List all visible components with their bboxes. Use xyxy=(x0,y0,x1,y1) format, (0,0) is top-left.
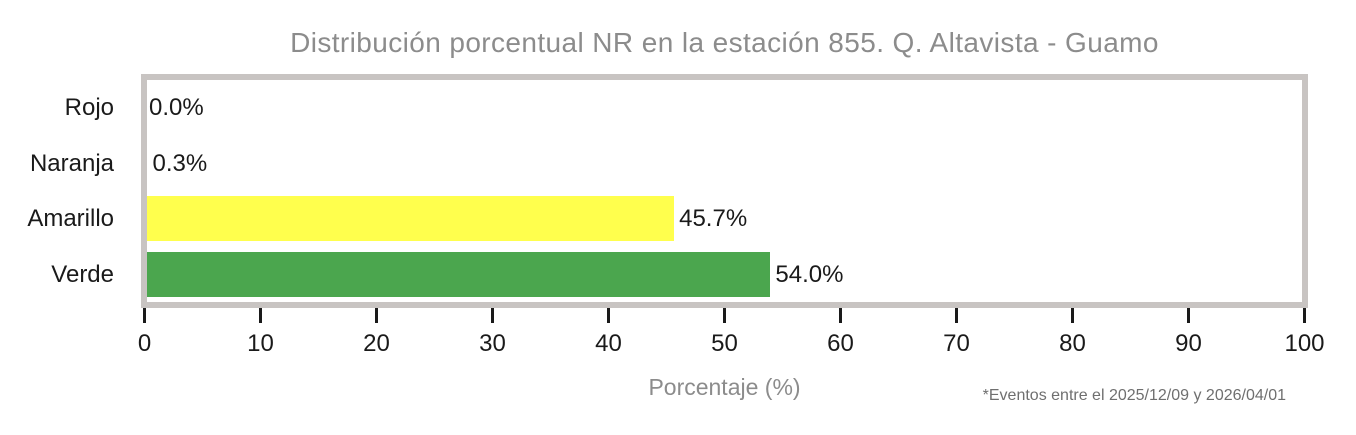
y-axis-label-amarillo: Amarillo xyxy=(27,205,114,232)
bars-layer: 0.0% 0.3% 45.7% 54.0% xyxy=(144,80,1305,302)
x-tick-mark-0 xyxy=(143,308,146,323)
x-tick-mark-30 xyxy=(491,308,494,323)
x-tick-label-0: 0 xyxy=(137,330,152,357)
x-tick-mark-20 xyxy=(375,308,378,323)
x-tick-label-90: 90 xyxy=(1175,330,1202,357)
x-tick-label-50: 50 xyxy=(711,330,738,357)
bar-naranja xyxy=(144,140,148,186)
x-tick-label-80: 80 xyxy=(1059,330,1086,357)
y-axis-label-rojo: Rojo xyxy=(64,94,114,121)
chart-title: Distribución porcentual NR en la estació… xyxy=(290,27,1159,58)
x-tick-label-70: 70 xyxy=(943,330,970,357)
y-axis-label-verde: Verde xyxy=(51,260,114,288)
x-tick-mark-10 xyxy=(259,308,262,323)
x-tick-label-60: 60 xyxy=(827,330,854,357)
bar-value-label-amarillo: 45.7% xyxy=(679,205,748,232)
x-tick-mark-40 xyxy=(607,308,610,323)
x-tick-mark-80 xyxy=(1071,308,1074,323)
y-axis-label-naranja: Naranja xyxy=(29,149,114,177)
x-axis: 0 10 20 30 40 50 60 70 80 90 100 xyxy=(138,308,1356,368)
x-tick-mark-70 xyxy=(955,308,958,323)
bar-value-label-verde: 54.0% xyxy=(775,260,844,288)
bar-verde xyxy=(144,251,771,297)
x-tick-label-30: 30 xyxy=(479,330,506,357)
bar-value-label-naranja: 0.3% xyxy=(152,149,208,177)
x-tick-label-100: 100 xyxy=(1284,330,1325,357)
x-tick-label-20: 20 xyxy=(363,330,390,357)
y-axis-labels: Rojo Naranja Amarillo Verde xyxy=(0,80,128,302)
x-tick-mark-90 xyxy=(1187,308,1190,323)
x-tick-label-40: 40 xyxy=(595,330,622,357)
x-tick-label-10: 10 xyxy=(247,330,274,357)
x-tick-mark-60 xyxy=(839,308,842,323)
bar-amarillo xyxy=(144,196,675,242)
x-axis-title: Porcentaje (%) xyxy=(648,374,801,400)
x-tick-mark-50 xyxy=(723,308,726,323)
chart-footnote: *Eventos entre el 2025/12/09 y 2026/04/0… xyxy=(982,387,1286,404)
x-tick-mark-100 xyxy=(1303,308,1306,323)
bar-value-label-rojo: 0.0% xyxy=(149,94,204,121)
